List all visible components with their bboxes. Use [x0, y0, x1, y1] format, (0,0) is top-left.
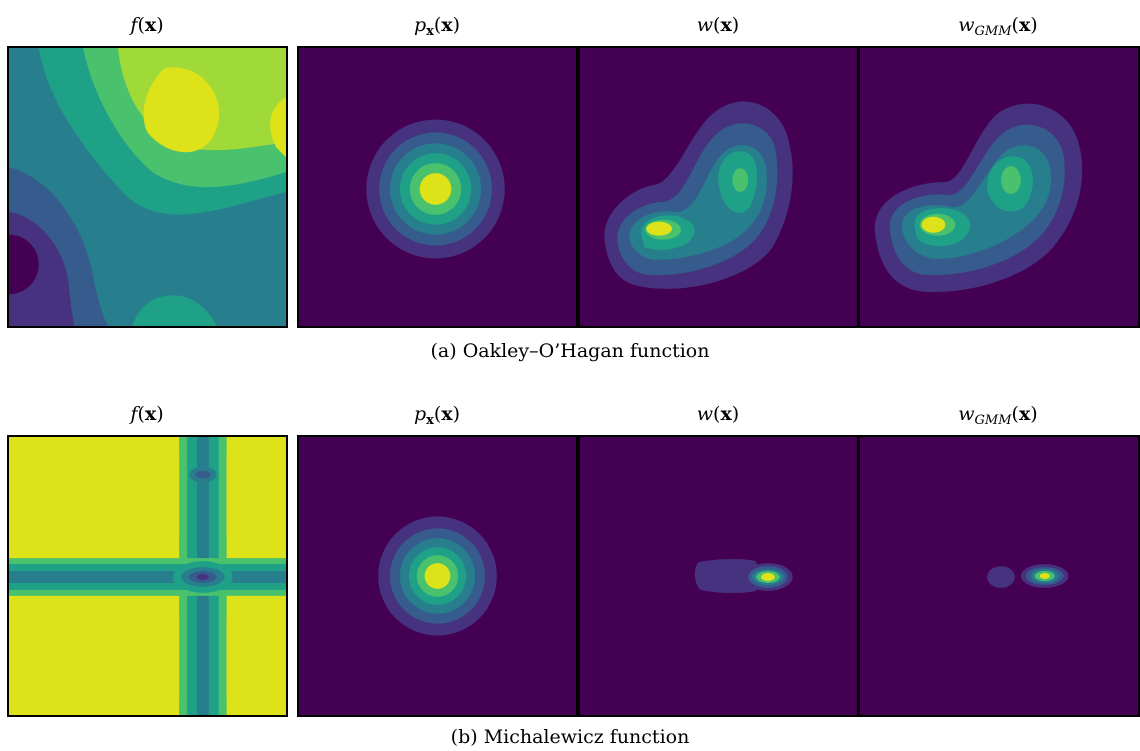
title-arg: x — [1018, 14, 1031, 36]
panel-b-w — [578, 435, 859, 717]
title-sub: x — [426, 24, 434, 39]
contour-plot — [580, 437, 857, 715]
contour-plot — [299, 48, 576, 326]
title-func: f — [130, 14, 138, 36]
contour-plot — [9, 48, 286, 326]
title-arg: x — [1018, 403, 1031, 425]
title-b-f: f(x) — [130, 403, 164, 425]
title-func: f — [130, 403, 138, 425]
contour-plot — [860, 437, 1138, 715]
title-arg: x — [441, 403, 453, 425]
caption-a: (a) Oakley–O’Hagan function — [430, 340, 710, 362]
title-func: w — [696, 14, 714, 36]
title-func: p — [413, 14, 427, 36]
contour-plot — [860, 48, 1138, 326]
contour-plot — [9, 437, 286, 715]
title-arg: x — [144, 14, 157, 36]
title-arg: x — [144, 403, 157, 425]
title-b-px: px(x) — [413, 403, 461, 428]
panel-a-px — [297, 46, 578, 328]
title-arg: x — [720, 14, 732, 36]
title-arg: x — [720, 403, 732, 425]
panel-a-wgmm — [858, 46, 1140, 328]
title-a-px: px(x) — [413, 14, 461, 39]
title-sub: x — [426, 413, 434, 428]
contour-plot — [580, 48, 857, 326]
title-sub: GMM — [974, 24, 1012, 39]
title-arg: x — [441, 14, 453, 36]
title-func: p — [413, 403, 427, 425]
panel-b-f — [7, 435, 288, 717]
panel-a-w — [578, 46, 859, 328]
title-func: w — [958, 403, 975, 425]
title-sub: GMM — [974, 413, 1012, 428]
panel-b-px — [297, 435, 578, 717]
title-func: w — [958, 14, 975, 36]
title-a-f: f(x) — [130, 14, 164, 36]
title-func: w — [696, 403, 714, 425]
title-a-w: w(x) — [696, 14, 740, 36]
panel-a-f — [7, 46, 288, 328]
title-b-wgmm: wGMM(x) — [958, 403, 1038, 428]
contour-plot — [299, 437, 576, 715]
panel-b-wgmm — [858, 435, 1140, 717]
title-b-w: w(x) — [696, 403, 740, 425]
caption-b: (b) Michalewicz function — [450, 726, 690, 748]
title-a-wgmm: wGMM(x) — [958, 14, 1038, 39]
